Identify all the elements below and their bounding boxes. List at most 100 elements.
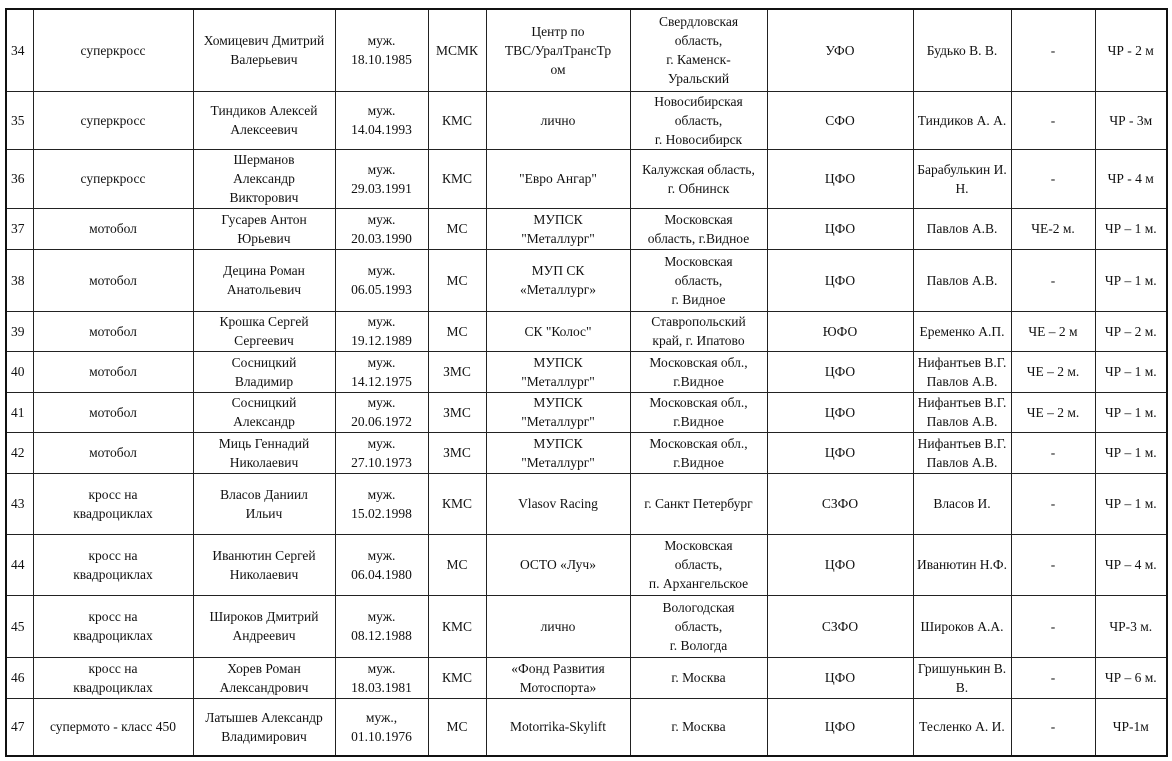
region-cell: Калужская область, г. Обнинск — [629, 148, 768, 209]
table-row: 47 супермото - класс 450 Латышев Александр… — [5, 697, 1168, 757]
discipline-cell: мотобол — [32, 207, 194, 250]
organization-cell: МУПСК "Металлург" — [485, 207, 631, 250]
russian-championship-result-cell: ЧР – 1 м. — [1094, 207, 1168, 250]
russian-championship-result-cell: ЧР – 2 м. — [1094, 310, 1168, 352]
russian-championship-result-cell: ЧР – 1 м. — [1094, 472, 1168, 535]
sport-rank-cell: ЗМС — [427, 391, 487, 433]
european-championship-result-cell: ЧЕ – 2 м. — [1010, 350, 1096, 393]
region-cell: г. Санкт Петербург — [629, 472, 768, 535]
gender-birthdate-cell: муж. 14.04.1993 — [334, 90, 429, 150]
organization-cell: МУПСК "Металлург" — [485, 391, 631, 433]
discipline-cell: мотобол — [32, 431, 194, 474]
table-row: 35 суперкросс Тиндиков Алексей Алексеевич м… — [5, 90, 1168, 150]
region-cell: Московская обл., г.Видное — [629, 431, 768, 474]
row-number-cell: 45 — [5, 594, 34, 658]
russian-championship-result-cell: ЧР-1м — [1094, 697, 1168, 757]
european-championship-result-cell: - — [1010, 148, 1096, 209]
athlete-name-cell: Тиндиков Алексей Алексеевич — [192, 90, 336, 150]
organization-cell: лично — [485, 594, 631, 658]
european-championship-result-cell: ЧЕ – 2 м. — [1010, 391, 1096, 433]
discipline-cell: мотобол — [32, 350, 194, 393]
discipline-cell: мотобол — [32, 391, 194, 433]
gender-birthdate-cell: муж. 06.05.1993 — [334, 248, 429, 312]
athlete-name-cell: Шерманов Александр Викторович — [192, 148, 336, 209]
row-number-cell: 42 — [5, 431, 34, 474]
discipline-cell: кросс на квадроциклах — [32, 594, 194, 658]
table-row: 43 кросс на квадроциклах Власов Даниил Иль… — [5, 472, 1168, 535]
region-cell: Московская область, г.Видное — [629, 207, 768, 250]
sport-rank-cell: ЗМС — [427, 431, 487, 474]
european-championship-result-cell: - — [1010, 8, 1096, 92]
athlete-name-cell: Латышев Александр Владимирович — [192, 697, 336, 757]
coach-cell: Иванютин Н.Ф. — [912, 533, 1012, 596]
sport-rank-cell: МСМК — [427, 8, 487, 92]
gender-birthdate-cell: муж., 01.10.1976 — [334, 697, 429, 757]
athlete-name-cell: Сосницкий Александр — [192, 391, 336, 433]
sport-rank-cell: КМС — [427, 594, 487, 658]
sport-rank-cell: КМС — [427, 90, 487, 150]
federal-district-cell: ЦФО — [766, 697, 914, 757]
row-number-cell: 40 — [5, 350, 34, 393]
discipline-cell: супермото - класс 450 — [32, 697, 194, 757]
gender-birthdate-cell: муж. 18.10.1985 — [334, 8, 429, 92]
row-number-cell: 43 — [5, 472, 34, 535]
federal-district-cell: ЦФО — [766, 350, 914, 393]
european-championship-result-cell: - — [1010, 656, 1096, 699]
organization-cell: Vlasov Racing — [485, 472, 631, 535]
gender-birthdate-cell: муж. 19.12.1989 — [334, 310, 429, 352]
athlete-name-cell: Крошка Сергей Сергеевич — [192, 310, 336, 352]
organization-cell: МУПСК "Металлург" — [485, 431, 631, 474]
row-number-cell: 34 — [5, 8, 34, 92]
sport-rank-cell: КМС — [427, 472, 487, 535]
russian-championship-result-cell: ЧР - 3м — [1094, 90, 1168, 150]
discipline-cell: суперкросс — [32, 148, 194, 209]
organization-cell: ОСТО «Луч» — [485, 533, 631, 596]
russian-championship-result-cell: ЧР - 4 м — [1094, 148, 1168, 209]
region-cell: Вологодская область, г. Вологда — [629, 594, 768, 658]
table-row: 34 суперкросс Хомицевич Дмитрий Валерьевич… — [5, 8, 1168, 92]
european-championship-result-cell: - — [1010, 431, 1096, 474]
european-championship-result-cell: - — [1010, 594, 1096, 658]
coach-cell: Будько В. В. — [912, 8, 1012, 92]
gender-birthdate-cell: муж. 20.03.1990 — [334, 207, 429, 250]
row-number-cell: 47 — [5, 697, 34, 757]
federal-district-cell: СЗФО — [766, 472, 914, 535]
sport-rank-cell: КМС — [427, 656, 487, 699]
russian-championship-result-cell: ЧР – 1 м. — [1094, 248, 1168, 312]
region-cell: Московская обл., г.Видное — [629, 350, 768, 393]
discipline-cell: суперкросс — [32, 90, 194, 150]
sport-rank-cell: КМС — [427, 148, 487, 209]
federal-district-cell: ЮФО — [766, 310, 914, 352]
row-number-cell: 41 — [5, 391, 34, 433]
coach-cell: Павлов А.В. — [912, 248, 1012, 312]
organization-cell: «Фонд Развития Мотоспорта» — [485, 656, 631, 699]
athletes-table: 34 суперкросс Хомицевич Дмитрий Валерьевич… — [5, 8, 1168, 757]
european-championship-result-cell: - — [1010, 472, 1096, 535]
table-row: 41 мотобол Сосницкий Александр муж. 20.06.1… — [5, 391, 1168, 433]
federal-district-cell: УФО — [766, 8, 914, 92]
sport-rank-cell: МС — [427, 697, 487, 757]
russian-championship-result-cell: ЧР-3 м. — [1094, 594, 1168, 658]
athlete-name-cell: Хорев Роман Александрович — [192, 656, 336, 699]
coach-cell: Тиндиков А. А. — [912, 90, 1012, 150]
table-row: 44 кросс на квадроциклах Иванютин Сергей Н… — [5, 533, 1168, 596]
coach-cell: Широков А.А. — [912, 594, 1012, 658]
russian-championship-result-cell: ЧР – 1 м. — [1094, 350, 1168, 393]
athlete-name-cell: Гусарев Антон Юрьевич — [192, 207, 336, 250]
region-cell: Московская область, п. Архангельское — [629, 533, 768, 596]
russian-championship-result-cell: ЧР – 4 м. — [1094, 533, 1168, 596]
row-number-cell: 39 — [5, 310, 34, 352]
federal-district-cell: СЗФО — [766, 594, 914, 658]
athlete-name-cell: Власов Даниил Ильич — [192, 472, 336, 535]
region-cell: Свердловская область, г. Каменск- Уральс… — [629, 8, 768, 92]
european-championship-result-cell: - — [1010, 90, 1096, 150]
coach-cell: Еременко А.П. — [912, 310, 1012, 352]
table-row: 38 мотобол Децина Роман Анатольевич муж. 06… — [5, 248, 1168, 312]
region-cell: Новосибирская область, г. Новосибирск — [629, 90, 768, 150]
russian-championship-result-cell: ЧР – 1 м. — [1094, 391, 1168, 433]
coach-cell: Нифантьев В.Г. Павлов А.В. — [912, 350, 1012, 393]
federal-district-cell: ЦФО — [766, 431, 914, 474]
federal-district-cell: ЦФО — [766, 656, 914, 699]
discipline-cell: кросс на квадроциклах — [32, 533, 194, 596]
sport-rank-cell: МС — [427, 310, 487, 352]
